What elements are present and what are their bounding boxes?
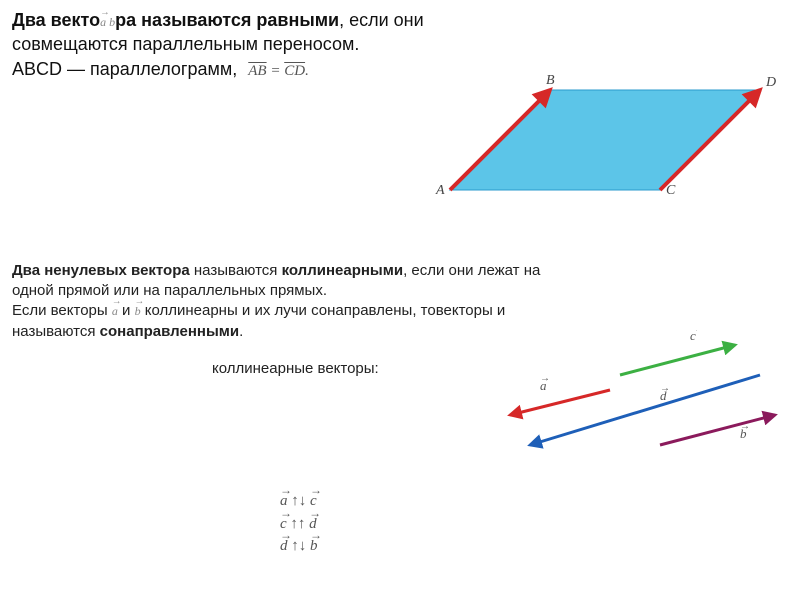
svg-text:c: c (690, 330, 696, 343)
bold-equal: равными (256, 10, 339, 30)
text2-part2d: . (239, 323, 243, 340)
svg-text:A: A (435, 183, 445, 198)
svg-text:B: B (546, 73, 555, 88)
text2-part1a: Два ненулевых вектора (12, 262, 190, 279)
svg-text:d: d (660, 388, 667, 403)
text-part1: Два векто (12, 10, 100, 30)
equation-ab-cd: AB = CD. (248, 63, 309, 79)
definition-equal-vectors: Два вектоa bра называются равными, если … (12, 8, 452, 81)
collinear-formulas: a ↑↓ cc ↑↑ dd ↑↓ b (280, 490, 318, 558)
svg-text:D: D (765, 75, 776, 90)
bold-collinear: коллинеарными (282, 262, 403, 279)
text-part4: ABCD — параллелограмм, (12, 59, 242, 79)
vec-b-inline: b (135, 303, 141, 319)
svg-text:C: C (666, 183, 676, 198)
text2-part2a: Если векторы (12, 302, 112, 319)
svg-text:a: a (540, 378, 547, 393)
inline-vectors-ab: a b (100, 15, 115, 29)
vec-a-inline: a (112, 303, 118, 319)
text-part2a: ра называются (115, 10, 256, 30)
parallelogram-diagram: A B C D (430, 70, 790, 210)
svg-text:b: b (740, 426, 747, 441)
bold-codirected: сонаправленными (100, 323, 239, 340)
collinear-diagram: →c→a→d→b (480, 330, 790, 480)
text2-part1b: называются (190, 262, 282, 279)
